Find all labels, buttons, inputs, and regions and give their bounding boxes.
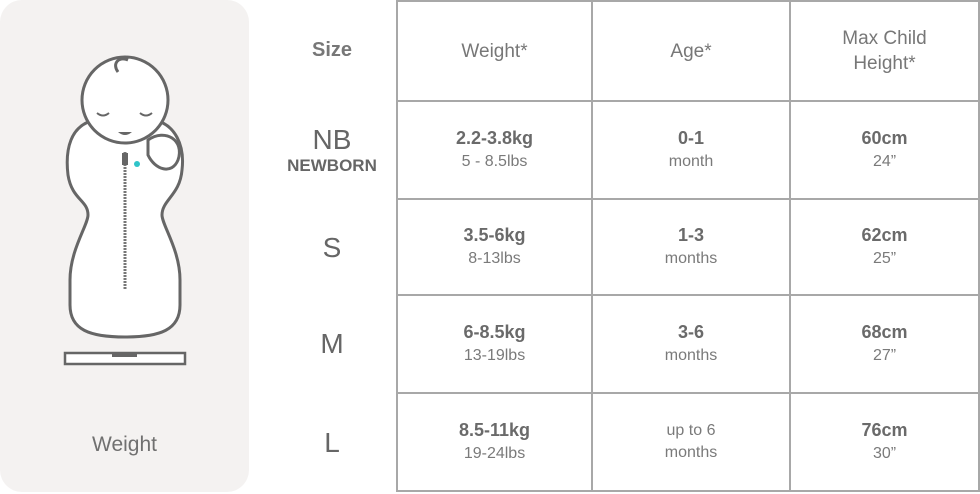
- age-cell: 0-1 month: [591, 100, 791, 200]
- header-text: Max Child: [842, 28, 927, 49]
- age-cell: up to 6 months: [591, 392, 791, 492]
- age-unit: month: [668, 153, 714, 170]
- size-header-label: Size: [311, 38, 353, 61]
- height-cell: 68cm 27”: [789, 294, 980, 394]
- size-label-m: M: [270, 296, 394, 392]
- size-code: S: [322, 232, 342, 263]
- table-row: 3.5-6kg 8-13lbs 1-3 months 62cm 25”: [396, 198, 980, 296]
- height-in: 27”: [872, 347, 897, 364]
- weight-cell: 2.2-3.8kg 5 - 8.5lbs: [396, 100, 593, 200]
- height-cell: 60cm 24”: [789, 100, 980, 200]
- table-header-row: Weight* Age* Max Child Height*: [396, 0, 980, 102]
- age-unit: months: [664, 347, 718, 364]
- weight-cell: 6-8.5kg 13-19lbs: [396, 294, 593, 394]
- size-label-l: L: [270, 394, 394, 492]
- height-cm: 62cm: [861, 225, 908, 245]
- weight-kg: 2.2-3.8kg: [455, 128, 534, 148]
- age-cell: 3-6 months: [591, 294, 791, 394]
- baby-swaddle-on-scale-illustration: [63, 55, 187, 366]
- height-cm: 60cm: [861, 128, 908, 148]
- age-cell: 1-3 months: [591, 198, 791, 296]
- illustration-label: Weight: [92, 433, 157, 456]
- height-cell: 62cm 25”: [789, 198, 980, 296]
- header-text: Age*: [670, 40, 712, 62]
- weight-kg: 8.5-11kg: [458, 420, 531, 440]
- weight-lbs: 8-13lbs: [468, 250, 521, 267]
- header-height: Max Child Height*: [789, 0, 980, 102]
- table-row: 8.5-11kg 19-24lbs up to 6 months 76cm 30”: [396, 392, 980, 492]
- table-row: 6-8.5kg 13-19lbs 3-6 months 68cm 27”: [396, 294, 980, 394]
- size-label-nb: NB NEWBORN: [270, 102, 394, 198]
- size-label-s: S: [270, 200, 394, 296]
- header-weight: Weight*: [396, 0, 593, 102]
- age-range: up to 6: [666, 422, 716, 439]
- weight-kg: 3.5-6kg: [463, 225, 526, 245]
- height-in: 25”: [872, 250, 897, 267]
- weight-kg: 6-8.5kg: [463, 322, 526, 342]
- header-text: Weight*: [461, 40, 528, 62]
- table-row: 2.2-3.8kg 5 - 8.5lbs 0-1 month 60cm 24”: [396, 100, 980, 200]
- illustration-panel: Weight: [0, 0, 249, 492]
- height-cell: 76cm 30”: [789, 392, 980, 492]
- size-name: NEWBORN: [287, 156, 377, 175]
- size-header: Size: [270, 0, 394, 100]
- size-code: M: [320, 328, 344, 359]
- size-chart-table: Weight* Age* Max Child Height* 2.2-3.8kg 5…: [396, 0, 980, 492]
- height-cm: 68cm: [861, 322, 908, 342]
- size-code: NB: [312, 124, 352, 155]
- header-text: Height*: [853, 53, 916, 74]
- age-range: 0-1: [677, 128, 704, 148]
- weight-cell: 8.5-11kg 19-24lbs: [396, 392, 593, 492]
- age-unit: months: [664, 250, 718, 267]
- age-unit: months: [664, 444, 718, 461]
- height-in: 24”: [872, 153, 897, 170]
- age-range: 1-3: [677, 225, 704, 245]
- height-cm: 76cm: [861, 420, 908, 440]
- header-age: Age*: [591, 0, 791, 102]
- weight-lbs: 13-19lbs: [463, 347, 526, 364]
- weight-lbs: 5 - 8.5lbs: [461, 153, 528, 170]
- weight-cell: 3.5-6kg 8-13lbs: [396, 198, 593, 296]
- height-in: 30”: [872, 445, 897, 462]
- size-code: L: [324, 427, 340, 458]
- weight-lbs: 19-24lbs: [463, 445, 526, 462]
- age-range: 3-6: [677, 322, 704, 342]
